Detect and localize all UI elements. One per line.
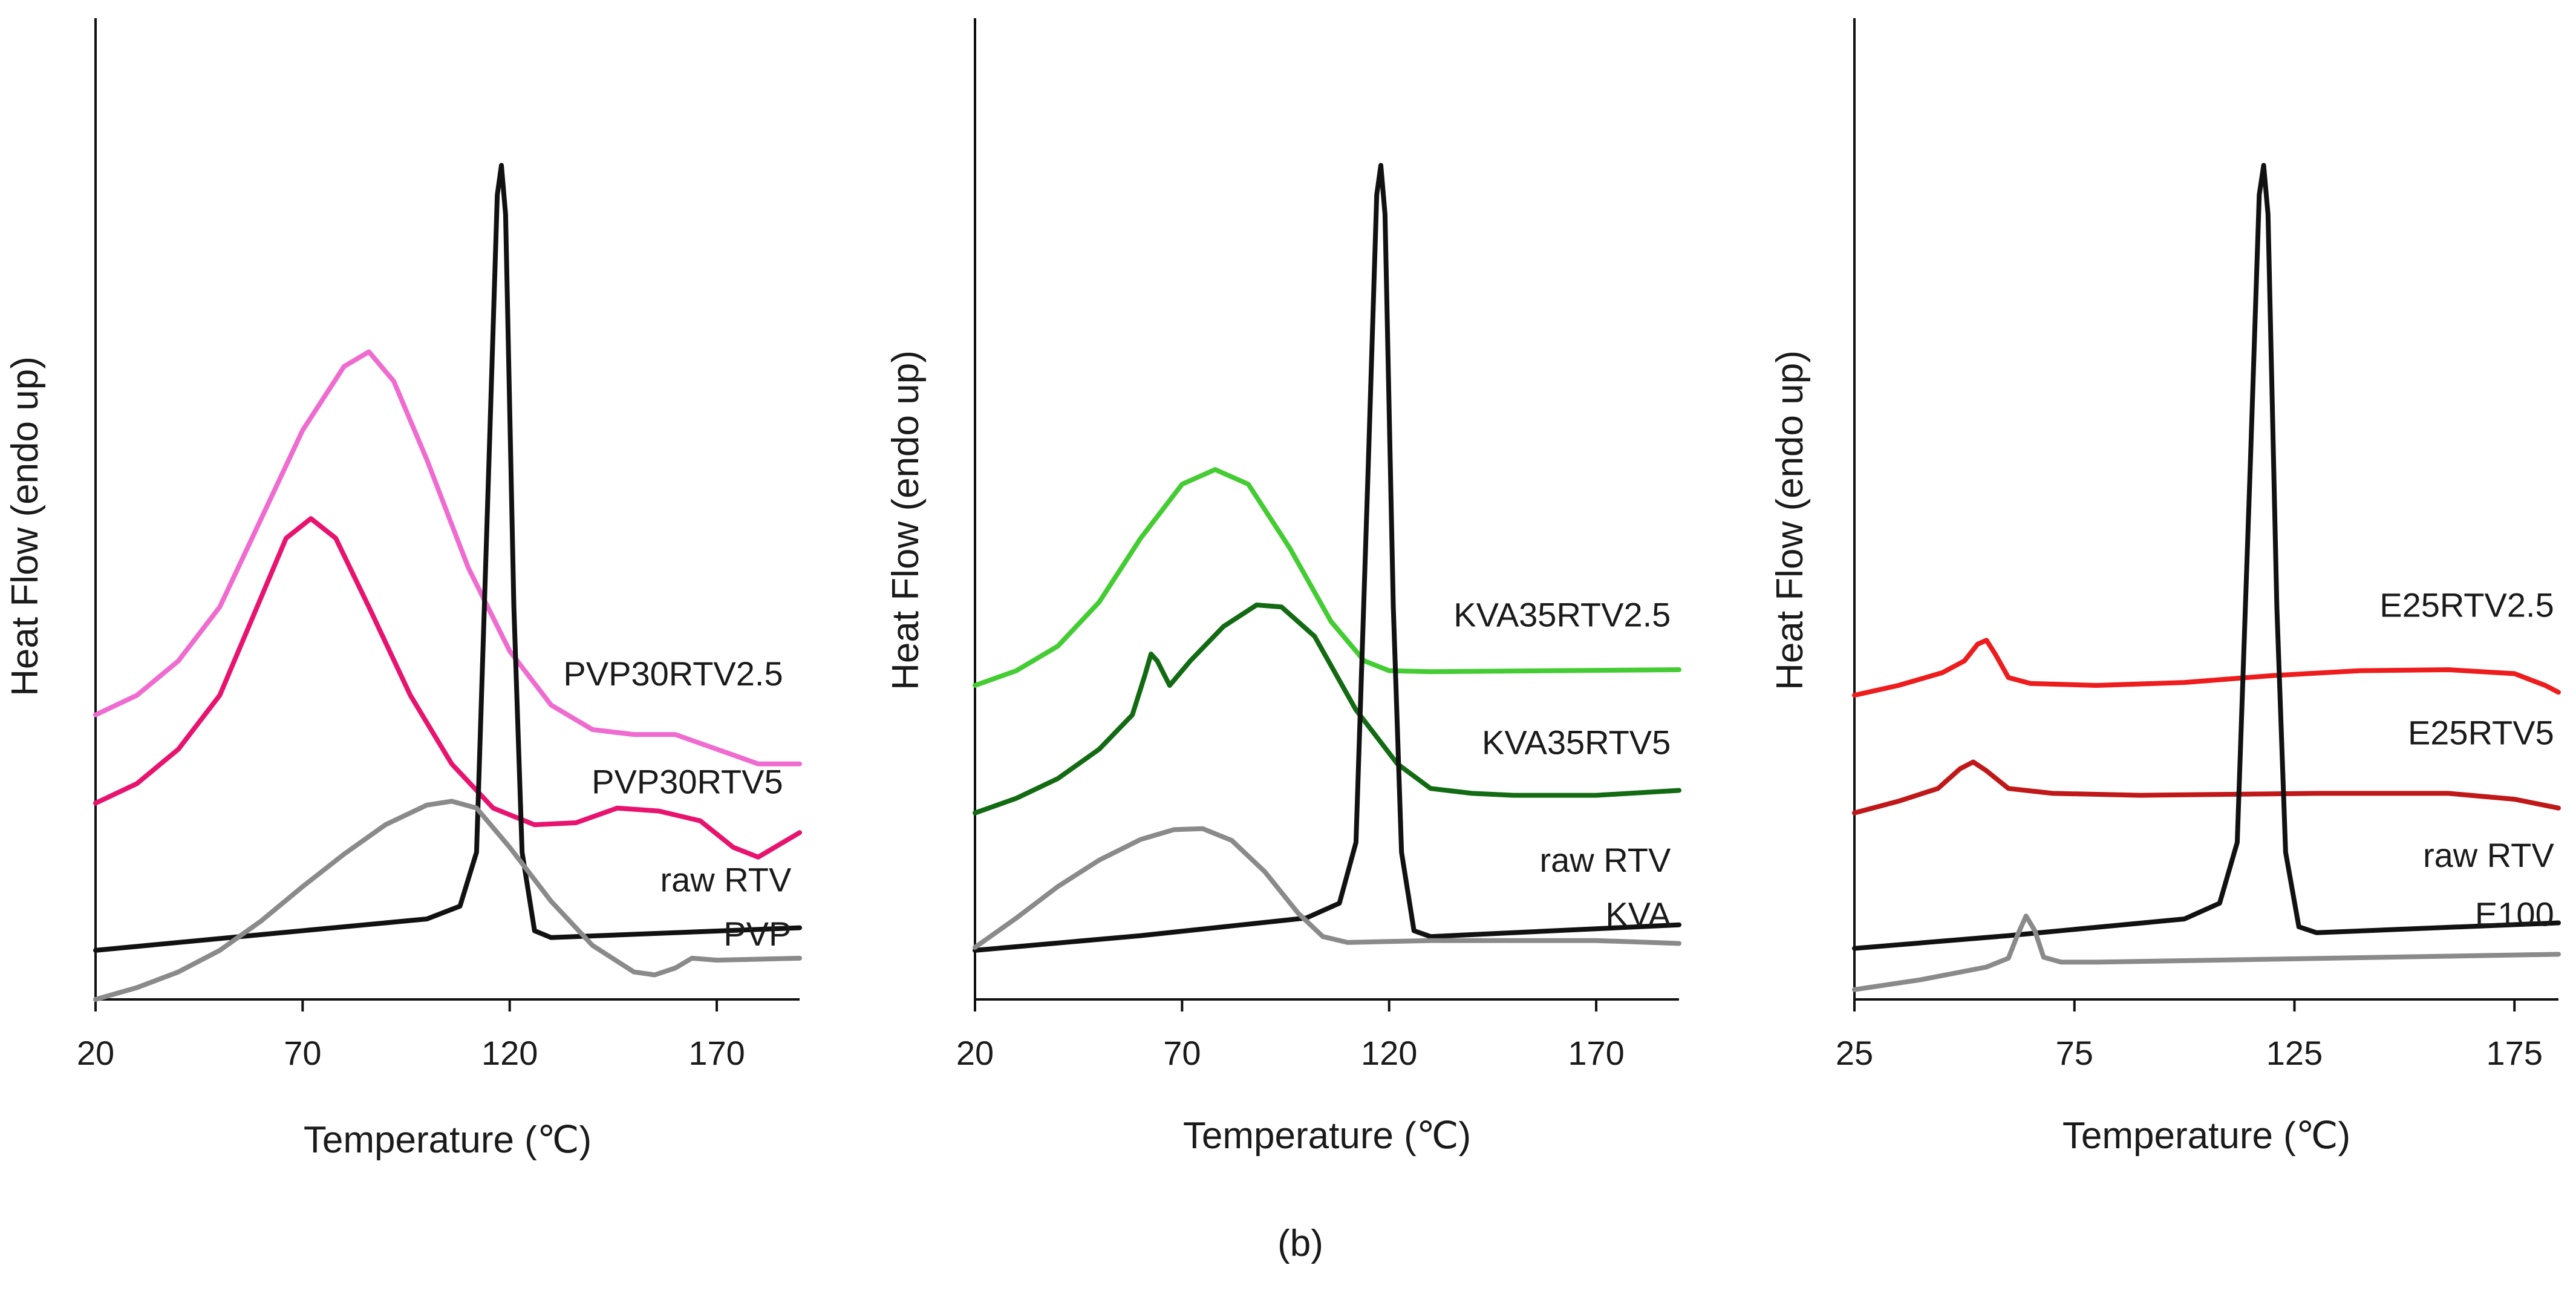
series-line-pvp [93,799,802,1002]
series-label: PVP30RTV2.5 [563,655,783,693]
series-line-kva [973,826,1681,950]
series-label: raw RTV [660,861,792,899]
series-line-kva35rtv2-5 [973,467,1681,688]
series-label: E25RTV5 [2408,713,2554,751]
series-line-raw-rtv [1852,163,2561,951]
x-tick-label: 170 [688,1034,745,1072]
series-line-e25rtv2-5 [1852,638,2561,698]
series-line-kva35rtv5 [973,603,1681,815]
x-axis-title: Temperature (℃) [304,1119,592,1161]
x-axis-title: Temperature (℃) [2062,1115,2350,1157]
series-line-e25rtv5 [1852,759,2561,815]
x-tick-label: 75 [2056,1034,2093,1072]
chart-e100: 25 75 125 175 E25RTV2.5 E25RTV5 raw RTV E100 Tem… [1769,18,2561,1157]
x-tick-label: 125 [2266,1034,2323,1072]
series-line-e100 [1852,914,2561,992]
series-label: PVP30RTV5 [592,762,783,800]
series-label: E25RTV2.5 [2379,586,2554,624]
x-tick-label: 25 [1836,1034,1873,1072]
figure-caption: (b) [1277,1223,1323,1264]
x-tick-label: 70 [1163,1034,1201,1072]
x-tick-label: 20 [77,1034,114,1072]
series-line-pvp30rtv5 [93,516,802,860]
x-tick-label: 175 [2486,1034,2543,1072]
series-label: raw RTV [1540,841,1671,879]
series-line-raw-rtv [973,163,1681,953]
series-label: KVA [1605,895,1671,933]
chart-pvp: 20 70 120 170 PVP30RTV2.5 PVP30RTV5 raw RTV PVP… [4,18,802,1161]
chart-kva: 20 70 120 170 KVA35RTV2.5 KVA35RTV5 raw RTV KVA… [885,18,1681,1157]
series-label: KVA35RTV5 [1482,724,1671,762]
x-tick-label: 170 [1568,1034,1624,1072]
series-label: raw RTV [2423,836,2554,874]
series-label: KVA35RTV2.5 [1453,596,1671,634]
series-line-raw-rtv [93,163,802,953]
x-tick-label: 20 [956,1034,994,1072]
series-label: E100 [2475,895,2554,933]
x-axis-title: Temperature (℃) [1183,1115,1471,1157]
series-line-pvp30rtv2-5 [93,349,802,766]
y-axis-title: Heat Flow (endo up) [1769,350,1811,690]
x-tick-label: 70 [284,1034,321,1072]
y-axis-title: Heat Flow (endo up) [885,350,927,690]
series-label: PVP [723,915,791,953]
x-tick-label: 120 [1361,1034,1417,1072]
y-axis-title: Heat Flow (endo up) [4,356,46,696]
x-tick-label: 120 [481,1034,538,1072]
